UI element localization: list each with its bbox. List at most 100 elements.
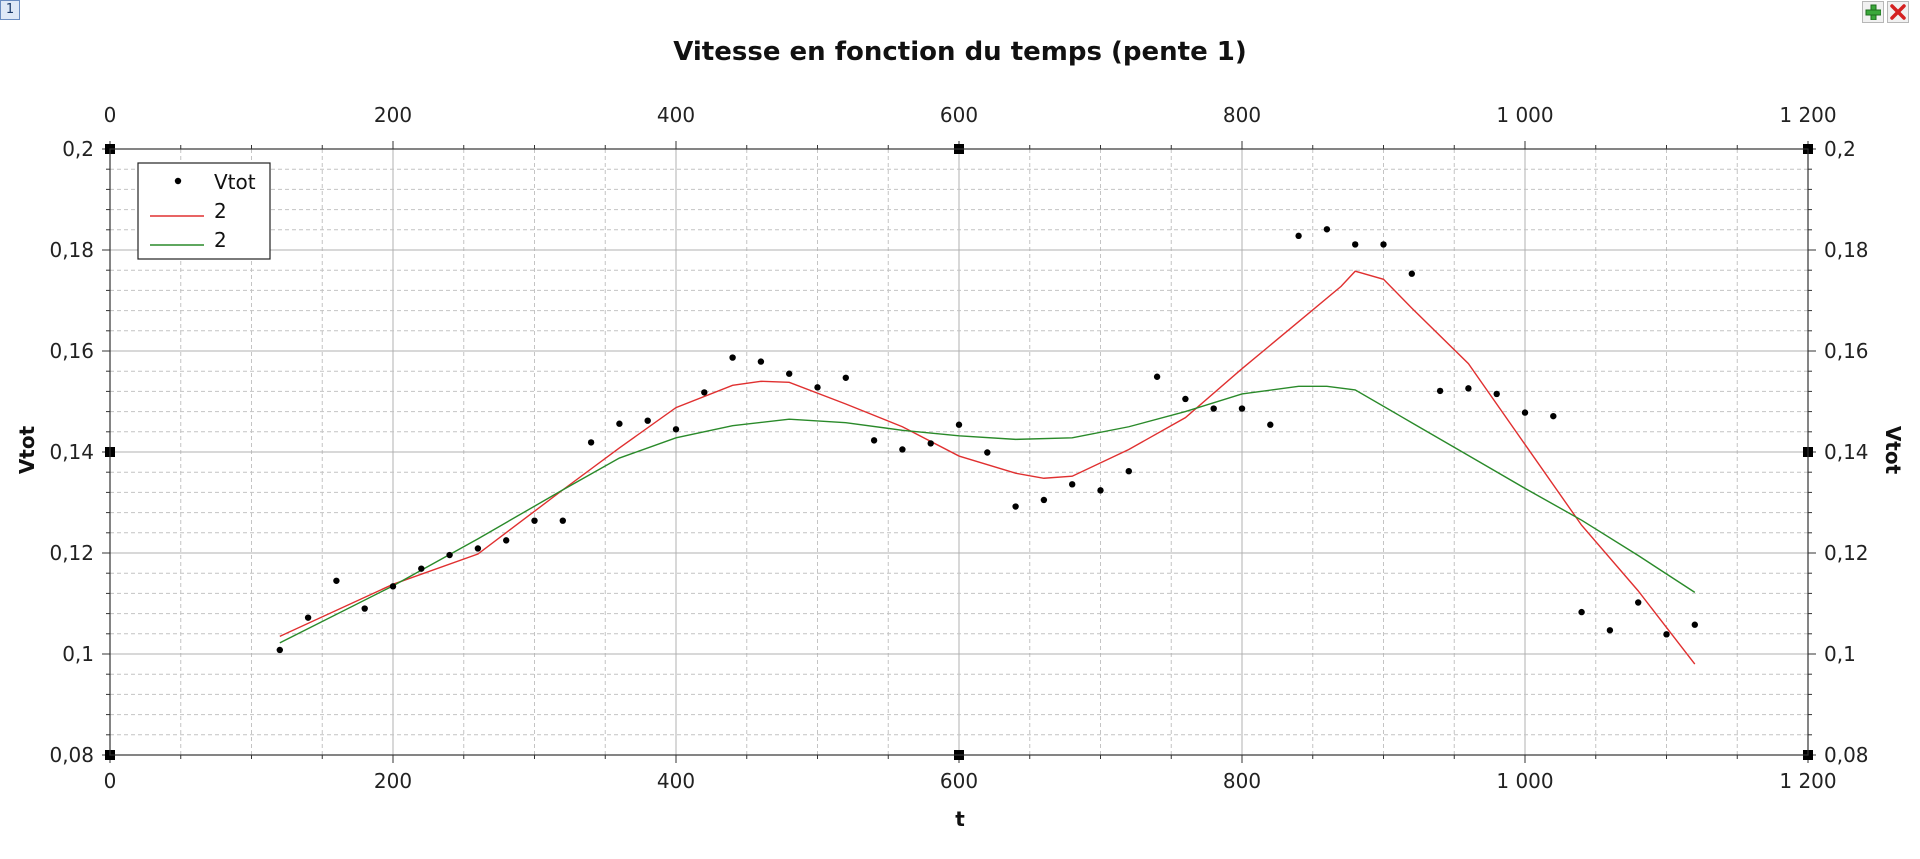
- x-tick-label-top: 800: [1223, 103, 1261, 127]
- data-point: [1691, 621, 1699, 628]
- data-point: [757, 358, 765, 365]
- legend-label: 2: [214, 228, 227, 252]
- x-tick-label-top: 200: [374, 103, 412, 127]
- data-point: [333, 577, 340, 584]
- close-button[interactable]: [1887, 1, 1909, 23]
- data-point: [304, 614, 312, 621]
- data-point: [1352, 241, 1359, 248]
- y2-axis-label: Vtot: [1881, 426, 1905, 475]
- y-tick-label-left: 0,14: [49, 440, 94, 464]
- y-tick-label-left: 0,18: [49, 238, 94, 262]
- data-point: [1012, 503, 1019, 510]
- data-point: [503, 537, 510, 544]
- data-point: [1210, 405, 1217, 412]
- data-point: [786, 370, 793, 377]
- y-tick-label-right: 0,08: [1824, 743, 1869, 767]
- data-point: [389, 583, 397, 590]
- data-point: [531, 517, 538, 524]
- y-axis-label: Vtot: [15, 425, 39, 474]
- data-point: [899, 446, 906, 453]
- data-point: [474, 545, 482, 552]
- data-point: [1267, 421, 1274, 428]
- data-point: [276, 646, 283, 654]
- plus-icon: [1865, 4, 1881, 20]
- data-point: [1578, 608, 1585, 616]
- legend-label: 2: [214, 199, 227, 223]
- data-point: [418, 565, 425, 572]
- x-tick-label-top: 600: [940, 103, 978, 127]
- y-tick-label-right: 0,16: [1824, 339, 1869, 363]
- legend-marker: [174, 177, 182, 185]
- x-tick-label-top: 1 000: [1496, 103, 1553, 127]
- data-point: [1097, 487, 1104, 494]
- legend-box: [137, 162, 271, 260]
- x-tick-label-bottom: 600: [940, 769, 978, 793]
- data-point: [1295, 232, 1302, 240]
- data-point: [984, 449, 991, 456]
- x-tick-label-bottom: 200: [374, 769, 412, 793]
- series-line-1: [279, 270, 1696, 665]
- plot-frame: [109, 148, 1809, 756]
- close-icon: [1890, 4, 1906, 20]
- data-point: [1323, 226, 1331, 233]
- data-point: [701, 389, 708, 396]
- x-tick-label-top: 400: [657, 103, 695, 127]
- data-point: [559, 517, 566, 524]
- y-tick-label-left: 0,2: [62, 137, 94, 161]
- data-point: [644, 417, 651, 424]
- data-point: [1408, 270, 1416, 277]
- y-tick-label-left: 0,12: [49, 541, 94, 565]
- data-point: [1436, 387, 1444, 395]
- legend: Vtot 2 2: [137, 162, 271, 260]
- y-tick-label-right: 0,18: [1824, 238, 1869, 262]
- data-point: [1040, 496, 1048, 504]
- y-tick-label-left: 0,16: [49, 339, 94, 363]
- data-point: [814, 384, 821, 391]
- tab-number-badge[interactable]: 1: [0, 0, 20, 20]
- data-point: [446, 551, 453, 559]
- data-point: [927, 440, 934, 447]
- y-tick-label-left: 0,1: [62, 642, 94, 666]
- data-point: [1521, 409, 1529, 416]
- data-point: [870, 437, 878, 444]
- data-point: [1125, 467, 1133, 475]
- data-point: [1550, 412, 1557, 420]
- chart-title: Vitesse en fonction du temps (pente 1): [673, 37, 1247, 67]
- data-point: [1635, 599, 1642, 606]
- data-point: [729, 354, 736, 361]
- y-tick-label-right: 0,2: [1824, 137, 1856, 161]
- y-tick-label-left: 0,08: [49, 743, 94, 767]
- series-line-2: [279, 385, 1696, 644]
- data-point: [1606, 627, 1614, 634]
- data-point: [672, 426, 680, 433]
- data-point: [1182, 395, 1189, 403]
- x-tick-label-bottom: 400: [657, 769, 695, 793]
- y-tick-label-right: 0,1: [1824, 642, 1856, 666]
- grid: [109, 148, 1809, 756]
- x-axis-label: t: [955, 807, 965, 831]
- x-tick-label-bottom: 1 200: [1779, 769, 1836, 793]
- axis-ticks: 0 0 200 200 400 400 600 600 800 800 1 000 1 000 1 20…: [49, 103, 1868, 793]
- data-point: [361, 605, 368, 612]
- data-point: [587, 439, 595, 446]
- data-point: [1380, 241, 1387, 248]
- data-point: [1465, 385, 1472, 392]
- y-tick-label-right: 0,14: [1824, 440, 1869, 464]
- x-tick-label-top: 0: [104, 103, 117, 127]
- legend-label: Vtot: [214, 170, 256, 194]
- data-point: [616, 420, 623, 427]
- data-point: [842, 374, 849, 381]
- data-point: [1153, 373, 1161, 380]
- x-tick-label-top: 1 200: [1779, 103, 1836, 127]
- data-point: [1238, 405, 1246, 412]
- add-button[interactable]: [1862, 1, 1884, 23]
- data-point: [955, 421, 963, 428]
- x-tick-label-bottom: 0: [104, 769, 117, 793]
- y-tick-label-right: 0,12: [1824, 541, 1869, 565]
- data-point: [1493, 390, 1500, 398]
- x-tick-label-bottom: 800: [1223, 769, 1261, 793]
- data-point: [1663, 631, 1670, 638]
- data-point: [1069, 481, 1076, 488]
- x-tick-label-bottom: 1 000: [1496, 769, 1553, 793]
